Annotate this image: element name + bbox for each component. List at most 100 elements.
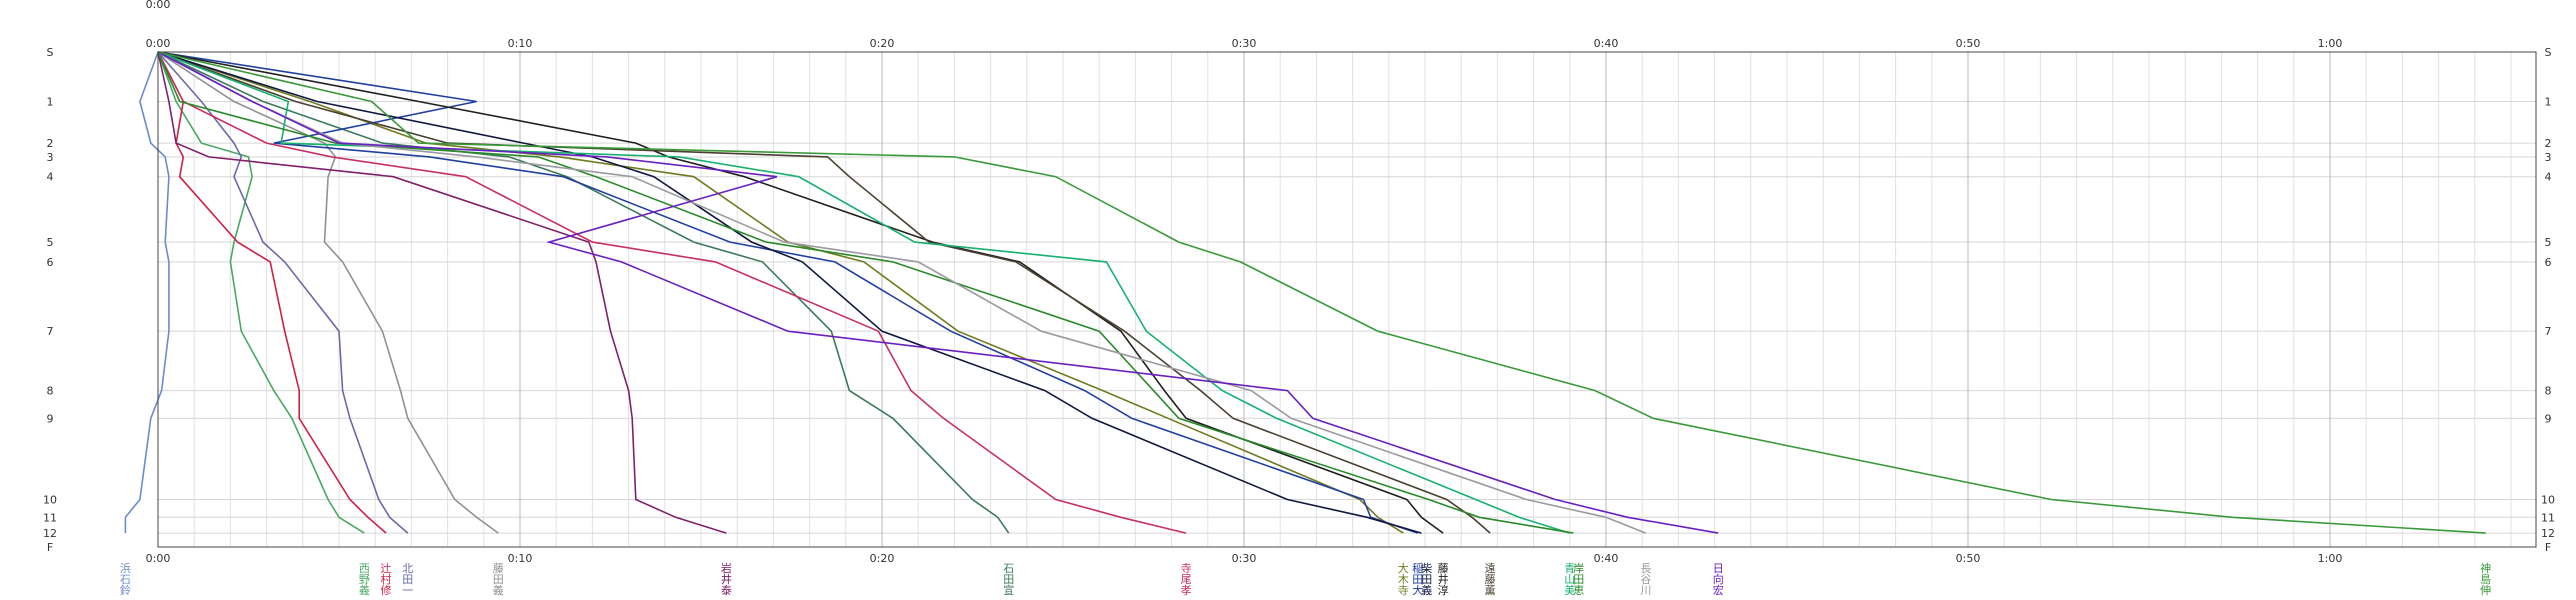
series-line	[157, 51, 1719, 534]
top-start-label: 0:00	[146, 0, 171, 11]
finish-label-char: 宣	[1003, 583, 1014, 597]
finish-label-char: 田	[1003, 573, 1014, 586]
finish-label-char: 北	[402, 562, 413, 575]
finish-label: 日向宏	[1713, 562, 1724, 597]
finish-label: 神島伸	[2480, 561, 2491, 597]
finish-label-char: 淳	[1438, 583, 1449, 597]
finish-label-char: 村	[381, 572, 392, 586]
series-line	[157, 51, 1419, 534]
finish-label-char: 寺	[1181, 562, 1192, 575]
series-line	[157, 51, 1010, 534]
y-tick-label-left: 5	[47, 236, 54, 249]
y-tick-label-right: 1	[2545, 96, 2552, 109]
x-tick-label-top: 0:50	[1956, 37, 1981, 50]
finish-label-char: 神	[2480, 561, 2491, 575]
y-tick-label-right: 10	[2541, 493, 2555, 506]
finish-label-char: 田	[493, 573, 504, 586]
series-lines	[124, 51, 2486, 534]
x-tick-label-bottom: 0:50	[1956, 552, 1981, 565]
finish-labels: 浜石鈴西野義辻村修北田一藤田義岩井泰石田宣寺尾孝大木寺稲田大柴田義藤井淳遠藤薫青…	[120, 561, 2491, 597]
finish-label-char: 修	[381, 583, 392, 597]
finish-label-char: 石	[1003, 562, 1014, 575]
finish-label-char: 鈴	[120, 583, 131, 597]
finish-label-char: 大	[1398, 561, 1409, 575]
series-line	[157, 51, 365, 534]
x-tick-label-bottom: 0:00	[146, 552, 171, 565]
finish-label-char: 一	[402, 584, 413, 597]
y-tick-label-left: 4	[47, 171, 54, 184]
series-line	[157, 51, 1444, 534]
finish-label-char: 山	[1564, 573, 1575, 586]
finish-label-char: 青	[1564, 562, 1575, 575]
finish-label-char: 野	[359, 573, 370, 586]
x-tick-label-top: 0:30	[1232, 37, 1257, 50]
finish-label-char: 向	[1713, 572, 1724, 586]
finish-label-char: 岩	[721, 561, 732, 575]
finish-label-char: 尾	[1181, 573, 1192, 586]
y-tick-label-right: 4	[2545, 171, 2552, 184]
finish-label: 石田宣	[1003, 562, 1014, 597]
series-line	[157, 51, 1574, 534]
finish-label-char: 柴	[1421, 561, 1432, 575]
series-line	[157, 51, 727, 534]
y-tick-label-right: S	[2545, 46, 2552, 59]
finish-label-char: 薫	[1485, 584, 1496, 597]
x-tick-label-top: 1:00	[2318, 37, 2343, 50]
finish-label-char: 浜	[120, 562, 131, 575]
finish-label-char: 木	[1398, 573, 1409, 586]
y-tick-label-right: 6	[2545, 256, 2552, 269]
finish-label-char: 辻	[381, 561, 392, 575]
x-tick-label-top: 0:20	[870, 37, 895, 50]
finish-label: 浜石鈴	[120, 562, 131, 597]
y-tick-label-right: 3	[2545, 151, 2552, 164]
y-tick-label-right: 5	[2545, 236, 2552, 249]
plot-frame	[157, 51, 2537, 548]
series-line	[157, 51, 1571, 534]
x-axis-bottom: 0:00 0:10 0:20 0:30 0:40 0:50 1:00	[146, 552, 2343, 565]
major-grid	[157, 52, 2331, 547]
finish-label-char: 孝	[1181, 584, 1192, 597]
y-tick-label-left: 1	[47, 96, 54, 109]
x-axis-top: 0:00 0:10 0:20 0:30 0:40 0:50 1:00	[146, 37, 2343, 50]
finish-label: 岸田恵	[1573, 562, 1584, 597]
finish-label: 寺尾孝	[1181, 562, 1192, 597]
finish-label-char: 西	[359, 562, 370, 575]
finish-label-char: 泰	[721, 583, 732, 597]
finish-label-char: 美	[1564, 584, 1575, 597]
finish-label-char: 寺	[1398, 584, 1409, 597]
finish-label-char: 川	[1640, 584, 1651, 597]
finish-label-char: 宏	[1713, 583, 1724, 597]
finish-label-char: 田	[1421, 573, 1432, 586]
finish-label: 北田一	[402, 562, 413, 597]
y-tick-label-left: S	[47, 46, 54, 59]
finish-label: 大木寺	[1398, 561, 1409, 597]
finish-label-char: 石	[120, 573, 131, 586]
finish-label-char: 谷	[1640, 573, 1651, 586]
finish-label: 辻村修	[381, 561, 392, 597]
finish-label: 長谷川	[1640, 562, 1651, 597]
y-tick-label-left: 12	[43, 527, 57, 540]
y-tick-label-right: 2	[2545, 137, 2552, 150]
x-tick-label-top: 0:10	[508, 37, 533, 50]
finish-label-char: 井	[721, 572, 732, 586]
series-line	[124, 51, 170, 534]
finish-label-char: 義	[359, 583, 370, 597]
y-tick-label-left: 7	[47, 325, 54, 338]
finish-label-char: 遠	[1485, 562, 1496, 575]
y-tick-label-right: 9	[2545, 412, 2552, 425]
series-line	[157, 51, 1187, 534]
finish-label-char: 義	[493, 583, 504, 597]
series-line	[157, 51, 2486, 534]
y-tick-label-left: 6	[47, 256, 54, 269]
finish-label: 遠藤薫	[1485, 562, 1496, 597]
x-tick-label-bottom: 0:40	[1594, 552, 1619, 565]
series-line	[157, 51, 1422, 534]
y-tick-label-left: 10	[43, 493, 57, 506]
y-tick-label-left: 9	[47, 412, 54, 425]
finish-label-char: 日	[1713, 562, 1724, 575]
finish-label: 藤田義	[493, 562, 504, 597]
finish-label: 稲田大	[1412, 562, 1423, 597]
